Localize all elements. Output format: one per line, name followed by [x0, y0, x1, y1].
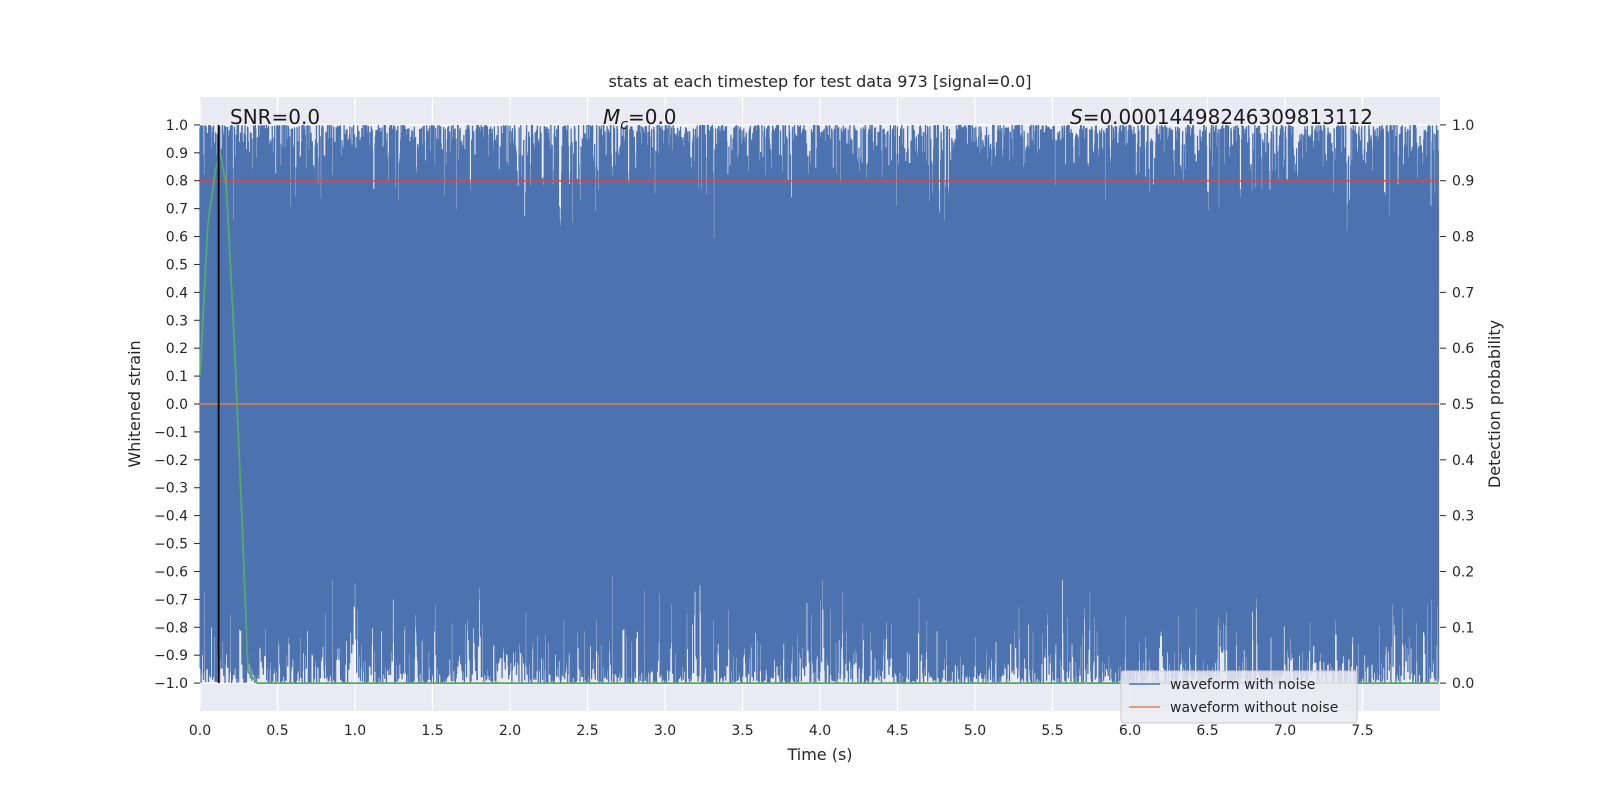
x-tick-label: 0.0 [189, 723, 211, 739]
y-right-tick-label: 0.9 [1452, 174, 1474, 190]
y-left-tick-label: −0.8 [154, 620, 188, 636]
probability-trace [199, 152, 1439, 684]
y-left-tick-label: −0.1 [154, 425, 188, 441]
x-tick-label: 6.5 [1196, 723, 1218, 739]
x-tick-label: 1.5 [421, 723, 443, 739]
series-detection-probability [199, 152, 1439, 684]
y-axis-left-label: Whitened strain [125, 340, 144, 467]
x-axis-ticks: 0.0 0.5 1.0 1.5 2.0 2.5 3.0 3.5 4.0 4.5 5.0 5.5 6.0 6… [189, 723, 1374, 739]
y-right-tick-label: 0.1 [1452, 620, 1474, 636]
y-left-tick-label: 0.6 [166, 230, 188, 246]
y-right-tick-label: 0.4 [1452, 453, 1474, 469]
y-right-tick-label: 0.8 [1452, 230, 1474, 246]
y-left-tick-label: 0.9 [166, 146, 188, 162]
annotation-mc: Mc=0.0 [603, 105, 677, 133]
y-right-tick-label: 0.7 [1452, 285, 1474, 301]
x-tick-label: 4.5 [886, 723, 908, 739]
x-tick-label: 7.5 [1351, 723, 1373, 739]
chart-title: stats at each timestep for test data 973… [608, 72, 1031, 91]
annotation-mc-symbol: M [603, 105, 620, 129]
x-tick-label: 7.0 [1274, 723, 1296, 739]
y-left-tick-label: 0.7 [166, 202, 188, 218]
legend-box [1120, 670, 1358, 724]
y-left-tick-label: −1.0 [154, 676, 188, 692]
y-axis-right-ticks: 1.0 0.9 0.8 0.7 0.6 0.5 0.4 0.3 0.2 0.1 0.0 [1440, 118, 1474, 692]
y-left-tick-label: −0.3 [154, 481, 188, 497]
y-left-tick-label: −0.9 [154, 648, 188, 664]
y-left-tick-label: 0.4 [166, 285, 188, 301]
annotation-s: S=0.00014498246309813112 [1070, 105, 1373, 129]
y-left-tick-label: −0.4 [154, 509, 188, 525]
y-axis-right-label: Detection probability [1485, 320, 1504, 488]
legend: waveform with noise waveform without noi… [1120, 670, 1358, 724]
annotation-s-value: =0.00014498246309813112 [1083, 105, 1373, 129]
y-left-tick-label: 1.0 [166, 118, 188, 134]
legend-label-clean: waveform without noise [1170, 700, 1338, 716]
x-axis-label: Time (s) [786, 745, 852, 764]
annotation-snr: SNR=0.0 [230, 105, 320, 129]
annotation-mc-value: =0.0 [628, 105, 677, 129]
x-tick-label: 1.0 [344, 723, 366, 739]
y-right-tick-label: 0.0 [1452, 676, 1474, 692]
x-tick-label: 3.0 [654, 723, 676, 739]
y-right-tick-label: 0.6 [1452, 341, 1474, 357]
y-right-tick-label: 0.2 [1452, 564, 1474, 580]
y-left-tick-label: −0.7 [154, 592, 188, 608]
x-tick-label: 0.5 [266, 723, 288, 739]
x-tick-label: 6.0 [1119, 723, 1141, 739]
y-left-tick-label: −0.5 [154, 537, 188, 553]
y-left-tick-label: 0.5 [166, 257, 188, 273]
x-tick-label: 3.5 [731, 723, 753, 739]
y-left-tick-label: 0.2 [166, 341, 188, 357]
y-left-tick-label: −0.2 [154, 453, 188, 469]
annotation-s-symbol: S [1070, 105, 1083, 129]
annotation-mc-subscript: c [620, 117, 628, 133]
y-right-tick-label: 0.5 [1452, 397, 1474, 413]
y-left-tick-label: 0.0 [166, 397, 188, 413]
y-right-tick-label: 1.0 [1452, 118, 1474, 134]
x-tick-label: 2.5 [576, 723, 598, 739]
y-left-tick-label: −0.6 [154, 564, 188, 580]
y-left-tick-label: 0.8 [166, 174, 188, 190]
y-axis-left-ticks: 1.0 0.9 0.8 0.7 0.6 0.5 0.4 0.3 0.2 0.1 0.0 −0.1 −0.… [154, 118, 200, 692]
x-tick-label: 5.5 [1041, 723, 1063, 739]
legend-label-noise: waveform with noise [1170, 677, 1315, 693]
x-tick-label: 4.0 [809, 723, 831, 739]
y-left-tick-label: 0.1 [166, 369, 188, 385]
x-tick-label: 5.0 [964, 723, 986, 739]
x-tick-label: 2.0 [499, 723, 521, 739]
y-left-tick-label: 0.3 [166, 313, 188, 329]
y-right-tick-label: 0.3 [1452, 509, 1474, 525]
